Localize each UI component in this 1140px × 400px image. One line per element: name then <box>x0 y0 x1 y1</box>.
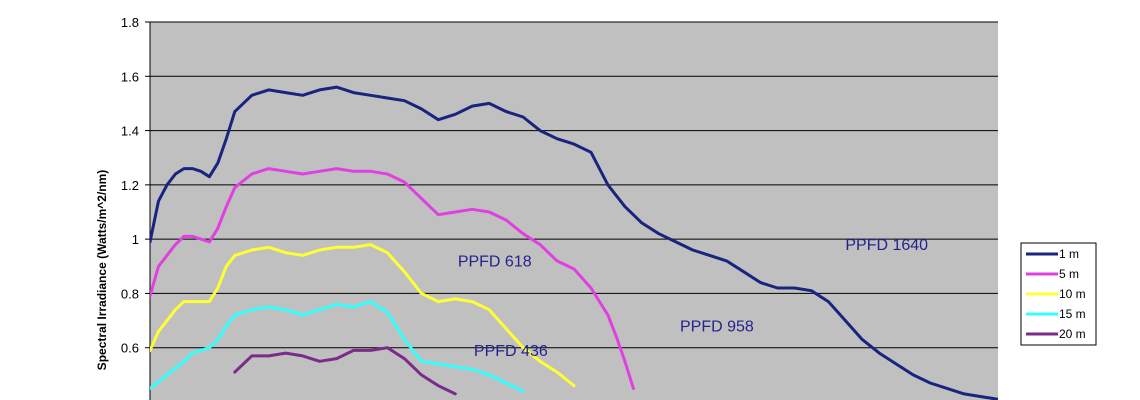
y-axis-ticks: 0.6 0.8 1 1.2 1.4 1.6 1.8 <box>121 15 150 356</box>
legend-label: 10 m <box>1059 287 1086 301</box>
annotation-label: PPFD 958 <box>680 318 754 335</box>
y-tick-label: 0.6 <box>121 341 139 356</box>
annotation-label: PPFD 618 <box>458 253 532 270</box>
series-line-10m <box>150 243 576 388</box>
annotation-label: PPFD 1640 <box>845 237 928 254</box>
y-tick-label: 0.8 <box>121 286 139 301</box>
plot-area <box>150 22 998 400</box>
series-line-20m <box>233 346 457 396</box>
y-tick-label: 1 <box>132 232 139 247</box>
series-lines <box>150 85 998 400</box>
gridlines <box>150 21 998 349</box>
legend: 1 m 5 m 10 m 15 m 20 m <box>1020 242 1097 346</box>
y-tick-label: 1.4 <box>121 124 139 139</box>
legend-label: 1 m <box>1059 247 1079 261</box>
y-axis-label: Spectral Irradiance (Watts/m^2/nm) <box>95 170 109 371</box>
legend-label: 20 m <box>1059 327 1086 341</box>
annotation-label: PPFD 436 <box>474 343 548 360</box>
y-tick-label: 1.6 <box>121 69 139 84</box>
series-line-15m <box>150 300 525 393</box>
y-tick-label: 1.8 <box>121 15 139 30</box>
annotations: PPFD 1640 PPFD 958 PPFD 618 PPFD 436 <box>458 237 928 360</box>
series-line-5m <box>150 167 635 390</box>
y-tick-label: 1.2 <box>121 178 139 193</box>
legend-label: 15 m <box>1059 307 1086 321</box>
series-line-1m <box>150 85 998 400</box>
legend-label: 5 m <box>1059 267 1079 281</box>
